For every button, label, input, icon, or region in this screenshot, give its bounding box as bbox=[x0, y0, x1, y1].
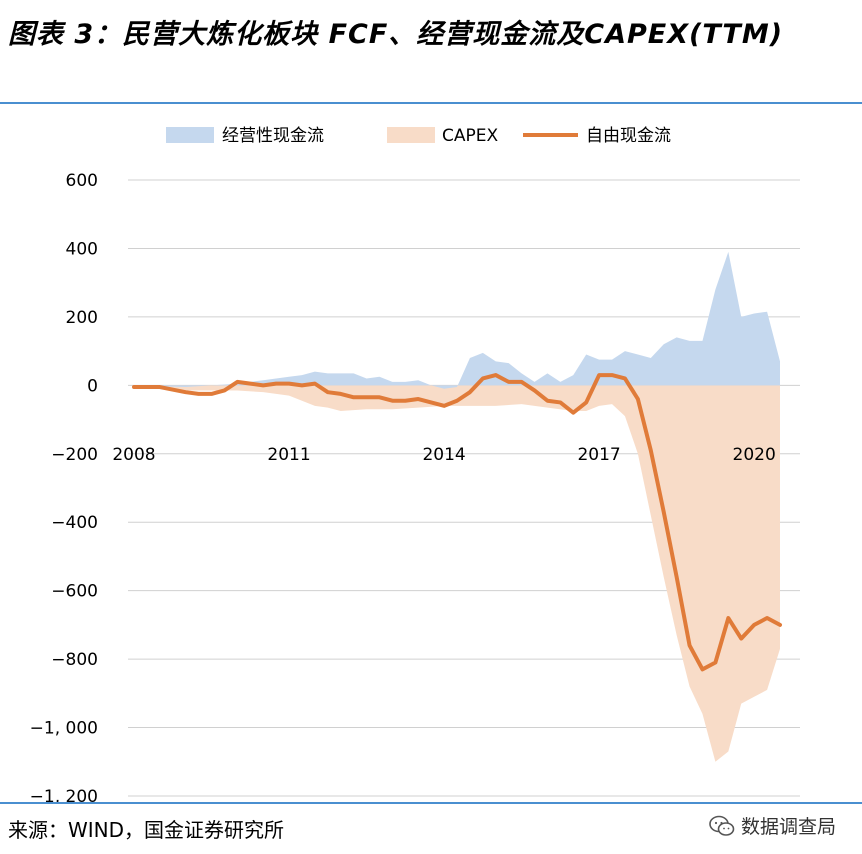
legend-label: CAPEX bbox=[442, 126, 498, 146]
y-tick-label: −1, 000 bbox=[30, 719, 98, 739]
x-tick-label: 2020 bbox=[733, 445, 776, 465]
wechat-icon bbox=[709, 815, 735, 836]
y-tick-label: 0 bbox=[87, 376, 98, 396]
y-tick-label: −200 bbox=[51, 445, 98, 465]
area-operating-cashflow bbox=[134, 251, 780, 389]
legend-swatch bbox=[166, 127, 214, 143]
x-tick-label: 2017 bbox=[577, 445, 620, 465]
x-tick-label: 2014 bbox=[422, 445, 465, 465]
legend-label: 经营性现金流 bbox=[222, 126, 324, 146]
legend: 经营性现金流 CAPEX 自由现金流 bbox=[166, 126, 671, 146]
line-series bbox=[132, 373, 782, 672]
area-series bbox=[134, 251, 780, 762]
x-tick-label: 2011 bbox=[267, 445, 310, 465]
y-tick-label: −600 bbox=[51, 582, 98, 602]
x-axis-ticks: 2008 2011 2014 2017 2020 bbox=[112, 445, 775, 465]
y-tick-label: 200 bbox=[66, 308, 98, 328]
y-tick-label: −1, 200 bbox=[30, 787, 98, 807]
watermark-text: 数据调查局 bbox=[740, 816, 836, 838]
y-tick-label: −400 bbox=[51, 513, 98, 533]
legend-label: 自由现金流 bbox=[586, 126, 671, 146]
source-note: 来源：WIND，国金证券研究所 bbox=[8, 818, 285, 842]
x-tick-label: 2008 bbox=[112, 445, 155, 465]
chart-title: 图表 3：民营大炼化板块 FCF、经营现金流及CAPEX(TTM) bbox=[8, 19, 784, 50]
legend-swatch bbox=[387, 127, 435, 143]
y-tick-label: 400 bbox=[66, 239, 98, 259]
y-tick-label: 600 bbox=[66, 171, 98, 191]
area-capex bbox=[134, 385, 780, 762]
title-divider bbox=[0, 102, 862, 104]
y-axis-ticks: 600 400 200 0 −200 −400 −600 −800 −1, 000 −1, 200 bbox=[30, 171, 98, 807]
line-free-cashflow bbox=[132, 373, 782, 672]
watermark: 数据调查局 bbox=[709, 812, 836, 839]
footer-divider bbox=[0, 802, 862, 804]
y-tick-label: −800 bbox=[51, 650, 98, 670]
